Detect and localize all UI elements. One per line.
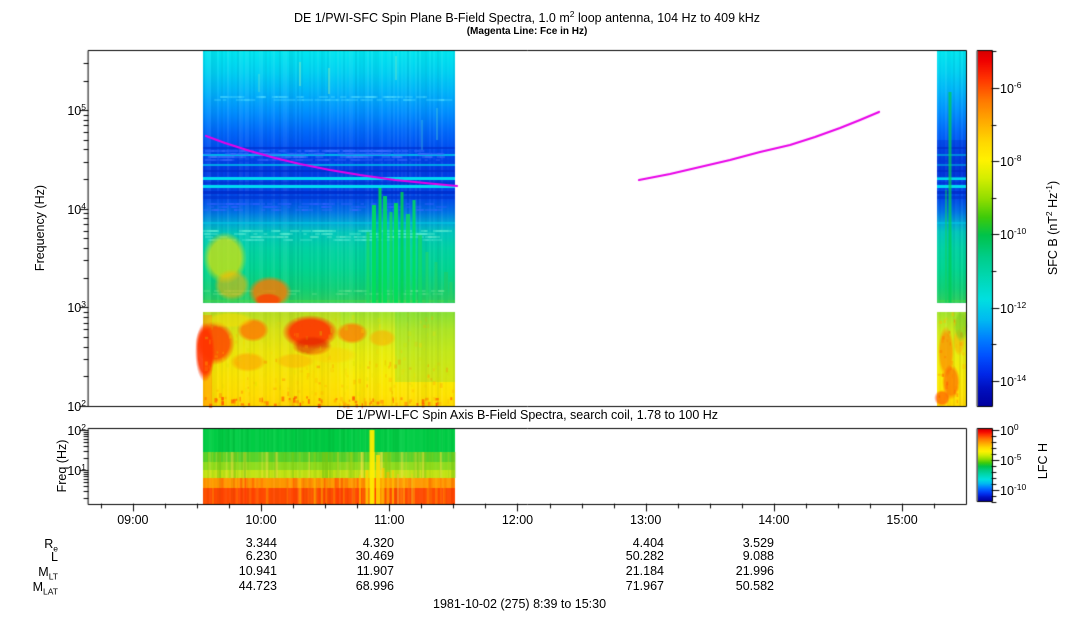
ephemeris-value: 4.320 <box>362 536 394 550</box>
time-tick-label: 11:00 <box>374 513 405 527</box>
ephemeris-value: 21.996 <box>735 564 774 578</box>
colorbar2-axis-label: LFC H <box>1036 442 1050 480</box>
time-tick-label: 09:00 <box>117 513 149 527</box>
ephemeris-row-label-mlt: MLT <box>38 565 58 582</box>
time-tick-label: 15:00 <box>886 513 918 527</box>
ephemeris-value: 44.723 <box>238 579 277 593</box>
ephemeris-value: 50.582 <box>735 579 774 593</box>
panel2-y-tick-label: 101 <box>67 462 86 479</box>
panel1-y-tick-label: 104 <box>67 201 86 218</box>
ephemeris-value: 11.907 <box>356 564 394 578</box>
colorbar2-tick-label: 100 <box>1000 422 1019 439</box>
colorbar1-tick-label: 10-6 <box>1000 80 1022 97</box>
ephemeris-value: 21.184 <box>625 564 664 578</box>
colorbar1-tick-label: 10-12 <box>1000 299 1027 316</box>
panel2-y-tick-label: 102 <box>67 422 86 439</box>
panel2-title: DE 1/PWI-LFC Spin Axis B-Field Spectra, … <box>335 408 719 422</box>
ephemeris-value: 30.469 <box>355 549 394 563</box>
plot-title: DE 1/PWI-SFC Spin Plane B-Field Spectra,… <box>293 9 761 26</box>
colorbar2-tick-label: 10-5 <box>1000 452 1022 469</box>
ephemeris-value: 3.344 <box>245 536 277 550</box>
date-range-caption: 1981-10-02 (275) 8:39 to 15:30 <box>433 597 607 611</box>
time-tick-label: 14:00 <box>758 513 790 527</box>
panel1-y-tick-label: 105 <box>67 102 86 119</box>
ephemeris-value: 71.967 <box>625 579 664 593</box>
colorbar1-tick-label: 10-8 <box>1000 153 1022 170</box>
ephemeris-value: 6.230 <box>245 549 277 563</box>
colorbar1-tick-label: 10-10 <box>1000 226 1027 243</box>
colorbar1-axis-label: SFC B (nT2 Hz-1) <box>1043 180 1061 276</box>
panel1-y-tick-label: 102 <box>67 398 86 415</box>
time-tick-label: 12:00 <box>501 513 534 527</box>
ephemeris-row-label-mlat: MLAT <box>32 580 58 597</box>
ephemeris-value: 68.996 <box>355 579 394 593</box>
ephemeris-value: 50.282 <box>625 549 664 563</box>
time-tick-label: 13:00 <box>630 513 662 527</box>
panel1-y-tick-label: 103 <box>67 299 86 316</box>
ephemeris-value: 9.088 <box>742 549 774 563</box>
ephemeris-row-label-re: Re <box>44 537 58 554</box>
ephemeris-value: 4.404 <box>632 536 664 550</box>
ephemeris-value: 10.941 <box>238 564 277 578</box>
ephemeris-row-label-l: L <box>51 550 58 564</box>
colorbar1-tick-label: 10-14 <box>1000 372 1027 389</box>
colorbar2-tick-label: 10-10 <box>1000 482 1027 499</box>
ephemeris-value: 3.529 <box>742 536 774 550</box>
time-tick-label: 10:00 <box>245 513 277 527</box>
plot-subtitle: (Magenta Line: Fce in Hz) <box>466 26 588 37</box>
panel1-y-axis-label: Frequency (Hz) <box>33 184 47 272</box>
